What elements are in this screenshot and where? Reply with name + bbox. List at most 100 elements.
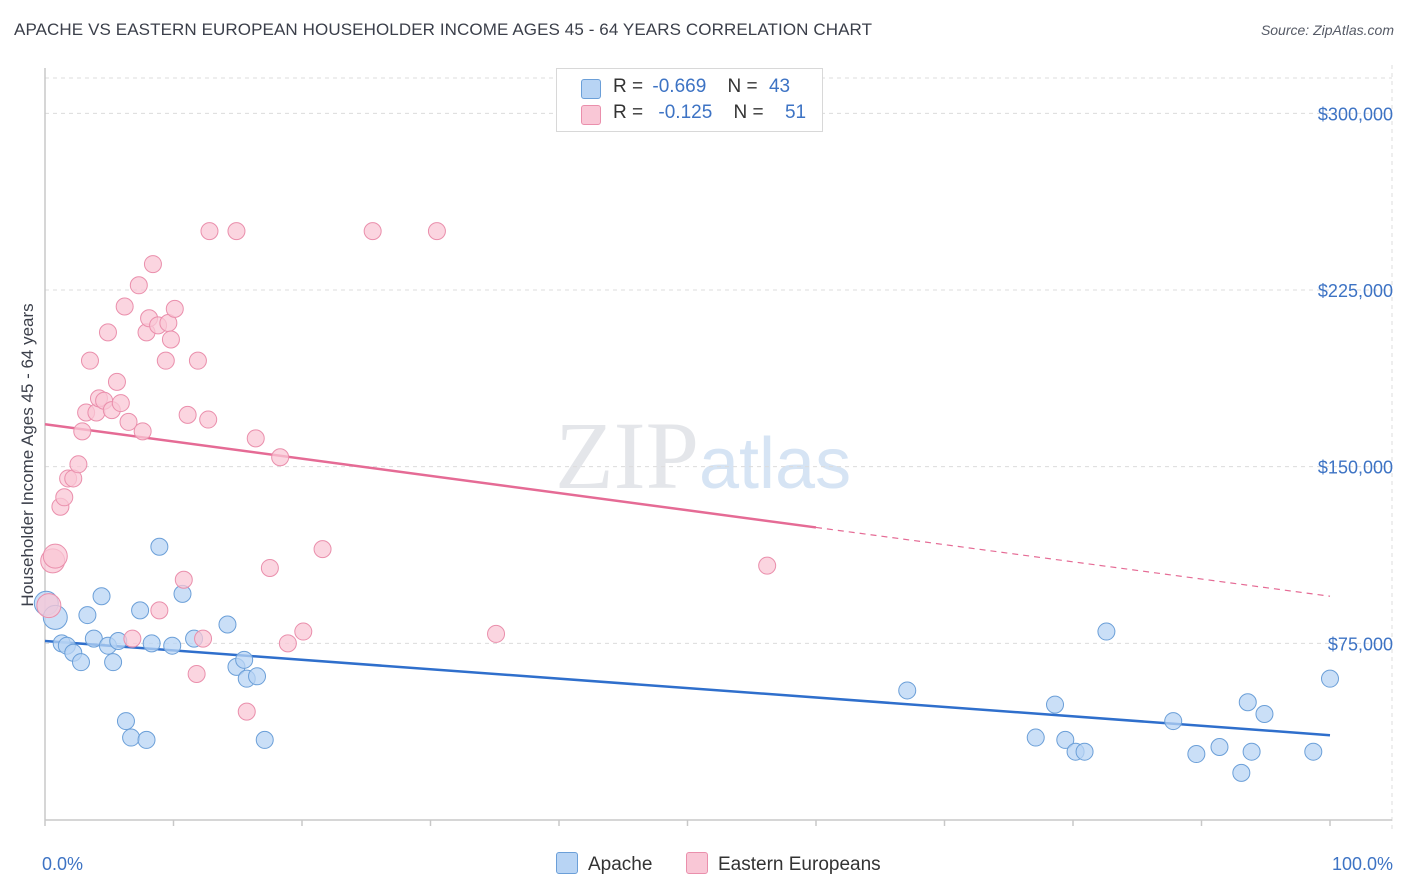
apache-point [116, 712, 135, 731]
apache-point [1255, 705, 1274, 723]
apache-point [255, 730, 274, 749]
eastern-swatch [581, 105, 601, 125]
eastern-point [165, 299, 184, 318]
data-points [33, 222, 1339, 782]
eastern-point [42, 543, 68, 569]
eastern-point [188, 351, 207, 370]
apache-point [218, 615, 237, 634]
eastern-trend-line-extension [815, 526, 1331, 597]
apache-point [131, 601, 150, 620]
eastern-point [143, 255, 162, 274]
apache-swatch [581, 79, 601, 99]
eastern-point [161, 330, 180, 349]
apache-point [137, 730, 156, 749]
bottom-apache-label: Apache [588, 854, 653, 875]
apache-point [1238, 693, 1257, 712]
x-tick-label: 0.0% [42, 854, 83, 874]
apache-point [150, 537, 169, 556]
eastern-point [178, 405, 197, 424]
eastern-point [123, 629, 142, 648]
apache-point [71, 653, 90, 672]
eastern-point [115, 297, 134, 316]
eastern-point [227, 222, 246, 241]
eastern-point [260, 558, 279, 577]
apache-point [1026, 728, 1045, 747]
eastern-point [271, 448, 290, 467]
eastern-point [187, 664, 206, 683]
apache-point [104, 653, 123, 672]
eastern-trend-line [44, 423, 817, 529]
eastern-point [294, 622, 313, 641]
apache-r-label: R = [613, 76, 644, 97]
apache-point [1187, 745, 1206, 764]
eastern-point [69, 455, 88, 474]
eastern-point [111, 394, 130, 413]
apache-point [1242, 742, 1261, 761]
eastern-point [174, 570, 193, 589]
eastern-point [55, 488, 74, 507]
y-tick-label: $75,000 [1328, 634, 1393, 654]
y-tick-label: $150,000 [1318, 458, 1393, 478]
bottom-eastern-swatch [686, 852, 708, 874]
bottom-legend-apache: Apache [556, 852, 652, 876]
eastern-point [129, 276, 148, 295]
chart-source: Source: ZipAtlas.com [1260, 22, 1394, 38]
eastern-point [487, 624, 506, 643]
axis-labels: $75,000 $150,000 $225,000 $300,000 0.0% 100.0… [18, 104, 1393, 874]
apache-r-value: -0.669 [652, 76, 707, 97]
eastern-point [107, 372, 126, 391]
eastern-point [36, 593, 62, 619]
y-tick-label: $225,000 [1318, 281, 1393, 301]
apache-point [248, 667, 267, 686]
watermark-atlas: atlas [699, 424, 852, 504]
bottom-legend-eastern: Eastern Europeans [686, 852, 881, 876]
watermark: ZIPatlas [555, 400, 851, 511]
apache-n-label: N = [727, 76, 758, 97]
apache-point [78, 606, 97, 625]
eastern-point [758, 556, 777, 575]
eastern-point [313, 540, 332, 559]
eastern-point [246, 429, 265, 448]
eastern-point [427, 222, 446, 241]
eastern-point [80, 351, 99, 370]
eastern-point [73, 422, 92, 441]
x-tick-label: 100.0% [1332, 854, 1393, 874]
apache-point [1321, 669, 1339, 688]
apache-point [235, 650, 254, 669]
eastern-point [237, 702, 256, 721]
apache-point [1056, 730, 1075, 749]
eastern-point [156, 351, 175, 370]
y-axis-label: Householder Income Ages 45 - 64 years [18, 303, 37, 606]
watermark-zip: ZIP [555, 402, 699, 509]
apache-point [142, 634, 161, 653]
eastern-point [278, 634, 297, 653]
bottom-apache-swatch [556, 852, 578, 874]
apache-point [1046, 695, 1065, 714]
axes [44, 68, 1392, 826]
trend-lines [44, 423, 1331, 737]
eastern-point [133, 422, 152, 441]
correlation-legend: R = -0.669 N = 43 R = -0.125 N = 51 [556, 68, 823, 132]
bottom-eastern-label: Eastern Europeans [718, 854, 881, 875]
apache-point [1232, 763, 1251, 782]
apache-point [1164, 712, 1183, 731]
eastern-point [194, 629, 213, 648]
apache-point [1097, 622, 1116, 641]
apache-point [1304, 742, 1323, 761]
apache-trend-line [44, 639, 1331, 737]
eastern-point [119, 412, 138, 431]
eastern-n-value: 51 [784, 102, 807, 123]
y-tick-label: $300,000 [1318, 104, 1393, 124]
apache-point [1210, 737, 1229, 756]
eastern-point [150, 601, 169, 620]
apache-point [84, 629, 103, 648]
eastern-r-label: R = [613, 102, 644, 123]
eastern-r-value: -0.125 [658, 102, 713, 123]
eastern-point [200, 222, 219, 241]
eastern-n-label: N = [733, 102, 764, 123]
eastern-point [98, 323, 117, 342]
apache-point [898, 681, 917, 700]
eastern-point [363, 222, 382, 241]
eastern-point [199, 410, 218, 429]
